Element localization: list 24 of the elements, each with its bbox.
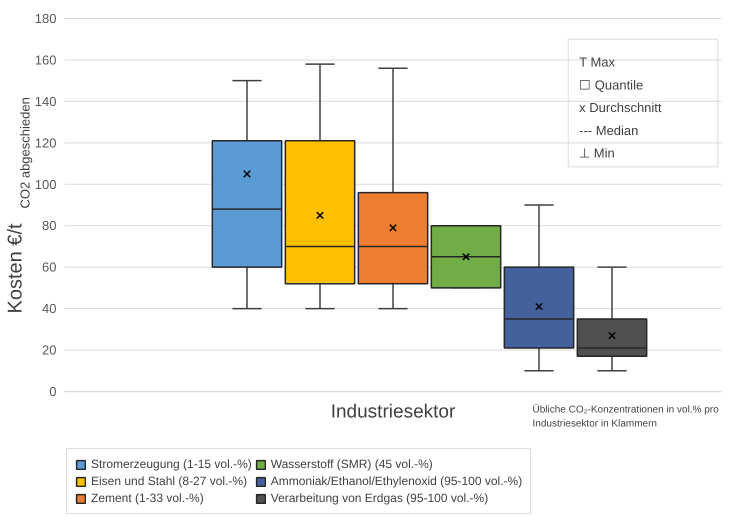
y-tick-label: 40 (42, 301, 57, 316)
legend-label: Ammoniak/Ethanol/Ethylenoxid (95-100 vol.-%) (270, 474, 522, 488)
annotation: T Max (579, 54, 616, 70)
annotation: x Durchschnitt (579, 100, 662, 116)
x-axis-title: Industriesektor (330, 402, 456, 422)
y-axis-title: Kosten €/tCO2 abgeschieden (4, 97, 32, 314)
legend-label: Wasserstoff (SMR) (45 vol.-%) (270, 457, 433, 471)
y-tick-label: 20 (42, 342, 57, 358)
annotation: --- Median (579, 122, 638, 138)
y-tick-label: 100 (34, 176, 57, 192)
annotation: ☐ Quantile (579, 77, 644, 92)
text: Übliche CO₂-Konzentrationen in vol.% pro Industriesektor in Klammern (532, 404, 720, 430)
y-tick-label: 140 (34, 94, 57, 109)
y-tick-label: 80 (42, 218, 57, 234)
legend-label: Eisen und Stahl (8-27 vol.-%) (91, 474, 248, 488)
annotation: ⊥ Min (579, 146, 615, 161)
legend-label: Zement (1-33 vol.-%) (91, 491, 204, 505)
legend-label: Stromerzeugung (1-15 vol.-%) (91, 457, 252, 471)
y-tick-label: 60 (42, 260, 57, 275)
legend-label: Verarbeitung von Erdgas (95-100 vol.-%) (270, 491, 488, 505)
y-tick-label: 180 (34, 11, 57, 26)
y-tick-label: 0 (49, 384, 57, 399)
y-tick-label: 160 (34, 52, 57, 68)
y-tick-label: 120 (34, 135, 57, 150)
